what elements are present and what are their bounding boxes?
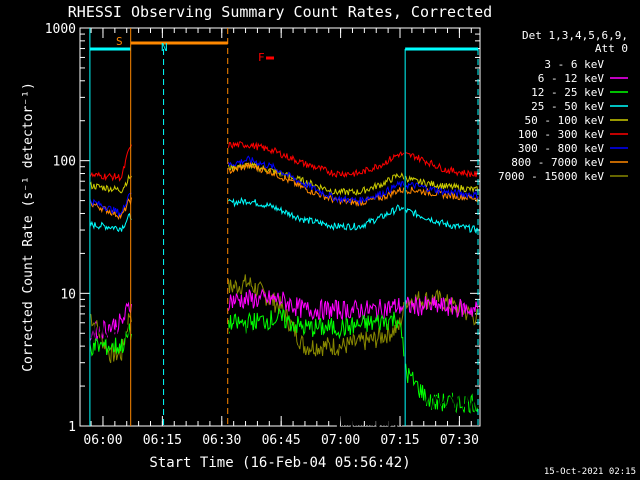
x-axis-ticks: 06:00 06:15 06:30 06:45 07:00 07:15 07:30 bbox=[83, 28, 479, 448]
legend-label: 300 - 800 keV bbox=[518, 142, 604, 155]
y-tick-label: 10 bbox=[60, 287, 76, 302]
marker-label: S bbox=[116, 35, 123, 48]
legend-label: 6 - 12 keV bbox=[538, 72, 605, 85]
x-tick-label: 07:15 bbox=[380, 433, 419, 448]
legend-header: Det 1,3,4,5,6,9, bbox=[522, 29, 628, 42]
y-axis-label: Corrected Count Rate (s⁻¹ detector⁻¹) bbox=[21, 82, 36, 372]
marker-label: N bbox=[161, 41, 168, 54]
legend-label: 100 - 300 keV bbox=[518, 128, 604, 141]
x-tick-label: 07:30 bbox=[440, 433, 479, 448]
series-line bbox=[89, 288, 479, 341]
y-tick-label: 1000 bbox=[45, 22, 76, 37]
legend-label: 3 - 6 keV bbox=[544, 58, 604, 71]
x-tick-label: 06:00 bbox=[83, 433, 122, 448]
y-axis-ticks: 1 10 100 1000 bbox=[45, 22, 480, 435]
series-layer bbox=[89, 141, 479, 427]
legend-label: 50 - 100 keV bbox=[525, 114, 605, 127]
series-line bbox=[89, 322, 479, 427]
series-line bbox=[89, 155, 479, 218]
y-tick-label: 1 bbox=[68, 420, 76, 435]
series-line bbox=[89, 196, 479, 235]
x-tick-label: 06:15 bbox=[143, 433, 182, 448]
x-tick-label: 07:00 bbox=[321, 433, 360, 448]
footer-timestamp: 15-Oct-2021 02:15 bbox=[544, 467, 636, 477]
series-line bbox=[89, 141, 479, 182]
plot-frame bbox=[79, 27, 481, 427]
legend-label: 800 - 7000 keV bbox=[511, 156, 604, 169]
legend-label: 12 - 25 keV bbox=[531, 86, 604, 99]
x-tick-label: 06:30 bbox=[202, 433, 241, 448]
x-axis-label: Start Time (16-Feb-04 05:56:42) bbox=[149, 455, 410, 471]
y-tick-label: 100 bbox=[53, 155, 76, 170]
legend-label: 7000 - 15000 keV bbox=[498, 170, 604, 183]
marker-label: F bbox=[258, 51, 265, 64]
x-tick-label: 06:45 bbox=[262, 433, 301, 448]
time-markers: S N F bbox=[89, 28, 479, 426]
legend-label: 25 - 50 keV bbox=[531, 100, 604, 113]
chart-title: RHESSI Observing Summary Count Rates, Co… bbox=[68, 3, 492, 21]
legend-header: Att 0 bbox=[595, 42, 628, 55]
